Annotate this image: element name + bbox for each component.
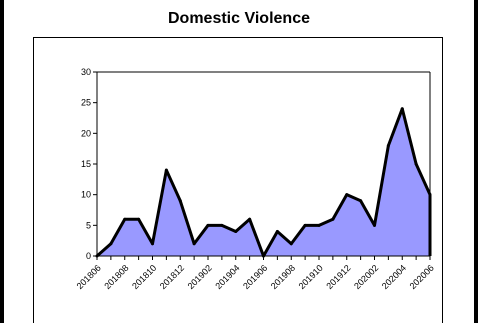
data-point [331,217,335,221]
data-point [359,199,363,203]
data-point [109,242,113,246]
x-tick-label: 201910 [297,263,325,291]
data-point [206,223,210,227]
data-point [386,144,390,148]
data-point [317,223,321,227]
x-tick-label: 202006 [408,263,436,291]
data-point [414,162,418,166]
chart-title: Domestic Violence [168,10,310,27]
data-point [289,242,293,246]
x-tick-label: 202004 [380,263,408,291]
y-tick-label: 25 [81,98,91,108]
data-point [178,199,182,203]
series-area-fill [97,108,430,256]
data-point [123,217,127,221]
x-tick-label: 201904 [213,263,241,291]
data-point [400,107,404,111]
data-point [234,229,238,233]
y-tick-label: 30 [81,67,91,77]
data-point [220,223,224,227]
x-tick-label: 201912 [324,263,352,291]
x-tick-label: 201810 [130,263,158,291]
data-point [373,223,376,227]
x-tick-label: 201902 [186,263,214,291]
y-tick-label: 5 [86,220,91,230]
data-point [137,217,141,221]
data-point [192,242,196,246]
x-tick-label: 201906 [241,263,269,291]
x-tick-label: 201908 [269,263,297,291]
chart-area-border [33,37,443,323]
data-point [303,223,307,227]
x-tick-label: 202002 [352,263,380,291]
x-tick-label: 201812 [158,263,186,291]
data-point [151,242,154,246]
y-tick-label: 15 [81,159,91,169]
data-point [275,229,279,233]
x-tick-label: 201806 [75,263,103,291]
data-point [164,168,168,172]
data-point [248,217,252,221]
x-tick-label: 201808 [102,263,130,291]
y-tick-label: 10 [81,190,91,200]
y-tick-label: 20 [81,128,91,138]
y-tick-label: 0 [86,251,91,261]
data-point [345,193,349,197]
plot-layer [95,107,432,258]
